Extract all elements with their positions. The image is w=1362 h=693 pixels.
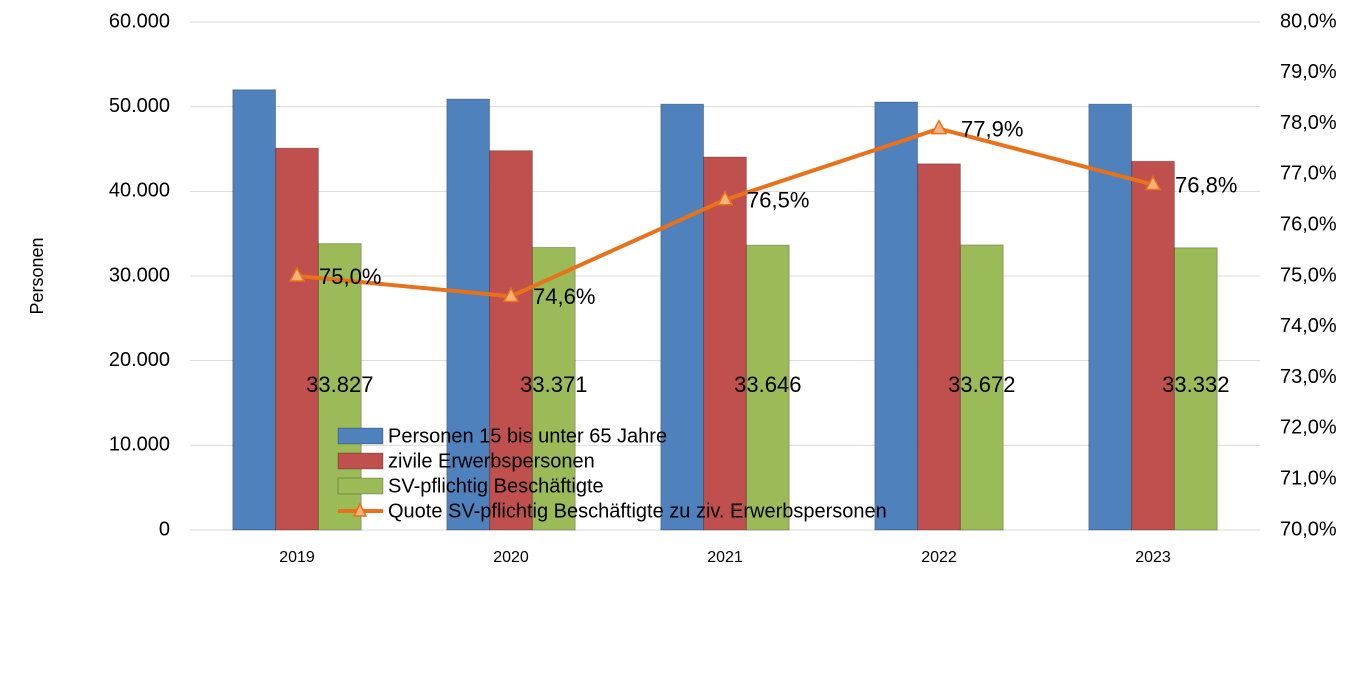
legend-label: SV-pflichtig Beschäftigte	[388, 475, 604, 497]
line-marker	[930, 119, 948, 135]
y2-tick-label: 79,0%	[1280, 61, 1337, 83]
data-label: 33.672	[948, 372, 1015, 397]
x-tick-label: 2023	[1135, 549, 1171, 566]
line-marker	[716, 190, 734, 206]
bar	[531, 246, 576, 531]
bar	[703, 156, 747, 531]
y-axis-label: Personen	[27, 237, 47, 314]
bar	[959, 244, 1004, 531]
data-label: 74,6%	[533, 284, 595, 309]
bar	[446, 98, 491, 531]
y-tick-label: 10.000	[109, 434, 170, 456]
y2-tick-label: 73,0%	[1280, 366, 1337, 388]
data-label: 33.827	[306, 372, 373, 397]
y-tick-label: 0	[159, 518, 170, 540]
line-marker	[502, 286, 520, 303]
data-label: 33.332	[1162, 372, 1229, 397]
data-label: 76,8%	[1175, 172, 1237, 197]
y2-tick-label: 71,0%	[1280, 467, 1337, 489]
y-tick-label: 30.000	[109, 264, 170, 286]
legend-swatch	[337, 452, 384, 470]
line-marker	[1144, 174, 1162, 191]
y2-tick-label: 72,0%	[1280, 417, 1337, 439]
legend-label: zivile Erwerbspersonen	[388, 450, 595, 472]
data-label: 75,0%	[319, 264, 381, 289]
data-label: 77,9%	[961, 116, 1023, 141]
y-tick-label: 40.000	[109, 180, 170, 202]
bar	[660, 103, 705, 531]
y-tick-label: 50.000	[109, 95, 170, 117]
data-label: 76,5%	[747, 188, 809, 213]
data-label: 33.646	[734, 372, 801, 397]
bar	[917, 163, 961, 531]
y2-tick-label: 70,0%	[1280, 518, 1337, 540]
y2-tick-label: 78,0%	[1280, 112, 1337, 134]
y-tick-label: 60.000	[109, 10, 170, 32]
y2-tick-label: 76,0%	[1280, 213, 1337, 235]
y2-tick-label: 80,0%	[1280, 10, 1337, 32]
y2-tick-label: 77,0%	[1280, 163, 1337, 185]
line-marker	[288, 266, 306, 282]
y2-tick-label: 75,0%	[1280, 264, 1337, 286]
x-tick-label: 2020	[493, 549, 529, 566]
x-tick-label: 2021	[707, 549, 743, 566]
x-tick-label: 2019	[279, 549, 315, 566]
bar	[1173, 247, 1218, 531]
bar	[232, 89, 277, 531]
legend-swatch	[337, 427, 384, 445]
y2-tick-label: 74,0%	[1280, 315, 1337, 337]
bar	[275, 147, 319, 531]
y-tick-label: 20.000	[109, 349, 170, 371]
bar	[489, 150, 533, 531]
legend-marker	[352, 502, 368, 517]
bar	[1131, 160, 1175, 531]
legend-label: Personen 15 bis unter 65 Jahre	[388, 425, 667, 447]
bar	[874, 101, 919, 531]
legend-label: Quote SV-pflichtig Beschäftigte zu ziv. …	[388, 500, 887, 522]
data-label: 33.371	[520, 372, 587, 397]
legend-swatch	[337, 477, 384, 495]
bar	[745, 244, 790, 531]
x-tick-label: 2022	[921, 549, 957, 566]
